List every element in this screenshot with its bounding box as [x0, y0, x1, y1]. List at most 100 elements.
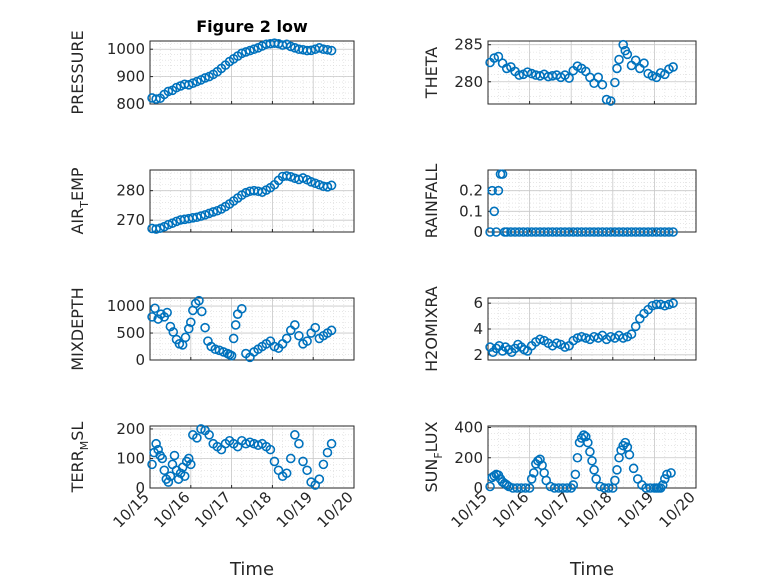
data-point — [520, 483, 531, 493]
x-tick-label: 10/18 — [572, 488, 615, 531]
data-point — [310, 322, 321, 333]
data-point — [657, 480, 668, 490]
y-axis-label: PRESSURE — [68, 30, 87, 114]
subplot-h2omixra: 2 4 6 H2OMIXRA — [422, 286, 697, 372]
data-point — [326, 45, 337, 56]
data-point — [302, 336, 312, 346]
data-point — [210, 344, 221, 355]
data-point — [230, 320, 241, 330]
data-point — [501, 63, 512, 74]
data-point — [285, 41, 296, 52]
axes-box — [487, 169, 697, 233]
data-point — [514, 70, 525, 80]
data-point — [597, 79, 608, 90]
axes-box — [487, 425, 697, 489]
subplot-pressure: 800 900 1000 PRESSURE — [68, 30, 355, 115]
x-tick-label: 10/15 — [448, 488, 491, 531]
y-tick-label: 200 — [454, 449, 483, 467]
data-point — [580, 431, 591, 442]
x-tick-label: 10/16 — [489, 488, 532, 531]
data-point — [298, 456, 308, 467]
x-axis-label: Time — [569, 559, 614, 580]
data-point — [322, 447, 333, 458]
data-point — [485, 481, 495, 492]
y-tick-label: 2 — [473, 346, 483, 364]
data-point — [668, 298, 678, 308]
x-tick-label: 10/15 — [110, 488, 153, 531]
data-point — [269, 456, 280, 467]
data-point — [180, 332, 191, 343]
data-point — [150, 303, 160, 314]
data-point — [618, 39, 629, 50]
y-tick-label: 280 — [116, 182, 145, 200]
data-point — [528, 468, 539, 478]
data-point — [578, 430, 589, 440]
data-point — [522, 67, 533, 77]
data-point — [322, 44, 333, 55]
x-tick-label: 10/20 — [656, 488, 699, 531]
data-point — [493, 185, 504, 196]
data-point — [281, 468, 292, 479]
data-point — [662, 469, 672, 480]
data-point — [151, 438, 161, 449]
data-point — [626, 329, 637, 339]
data-point — [591, 474, 601, 484]
data-point — [159, 465, 170, 476]
y-tick-label: 400 — [454, 419, 483, 437]
data-point — [576, 331, 587, 342]
data-point — [624, 449, 635, 460]
data-point — [204, 430, 214, 440]
data-point — [564, 73, 574, 83]
data-point — [655, 68, 666, 78]
y-tick-label: 0 — [135, 479, 145, 497]
data-point — [265, 444, 276, 455]
y-axis-label: H2OMIXRA — [422, 286, 441, 372]
data-point — [535, 454, 545, 465]
x-tick-label: 10/19 — [273, 488, 316, 531]
data-point — [147, 459, 157, 470]
data-point — [489, 206, 500, 217]
y-axis-label: SUNFLUX — [422, 421, 445, 492]
data-point — [208, 207, 219, 217]
subplot-air_temp: 270 280 AIRTEMP — [68, 167, 355, 235]
data-point — [593, 72, 604, 83]
y-tick-label: 0 — [473, 479, 483, 497]
data-point — [560, 342, 570, 352]
x-tick-label: 10/19 — [614, 488, 657, 531]
data-point — [485, 342, 495, 352]
data-point — [585, 446, 595, 457]
data-point — [489, 53, 500, 63]
data-point — [610, 475, 620, 486]
data-point — [194, 295, 204, 306]
data-point — [659, 474, 670, 484]
x-axis-label: Time — [229, 559, 274, 580]
x-tick-label: 10/18 — [232, 488, 275, 531]
data-point — [568, 480, 579, 490]
data-point — [196, 211, 206, 221]
data-point — [306, 45, 316, 56]
data-point — [326, 325, 337, 336]
data-point — [165, 471, 176, 481]
data-point — [290, 430, 300, 440]
data-point — [668, 227, 678, 237]
data-point — [326, 180, 337, 191]
y-axis-label: THETA — [422, 47, 441, 99]
data-point — [618, 333, 629, 343]
data-point — [153, 314, 163, 324]
data-point — [664, 299, 674, 310]
y-tick-label: 4 — [473, 320, 483, 338]
x-tick-label: 10/20 — [314, 488, 357, 531]
data-point — [169, 450, 180, 461]
data-point — [228, 333, 239, 344]
y-tick-label: 100 — [116, 449, 145, 467]
data-point — [630, 55, 641, 66]
data-point — [318, 459, 329, 470]
data-point — [664, 227, 674, 237]
subplot-mixdepth: 0 500 1000 MIXDEPTH — [68, 287, 355, 371]
data-point — [639, 58, 649, 69]
y-tick-label: 0.1 — [459, 202, 483, 220]
data-point — [186, 317, 196, 328]
data-point — [197, 306, 207, 317]
